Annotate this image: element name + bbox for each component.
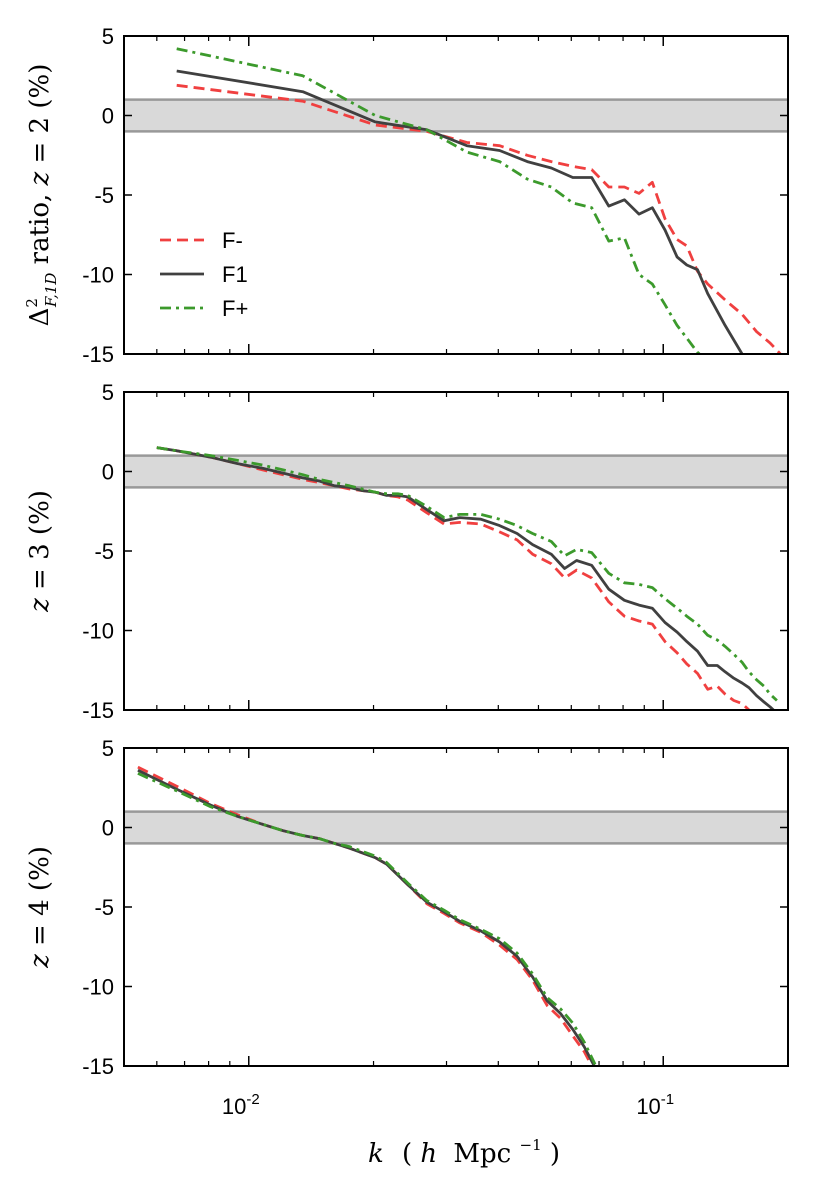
panel-z3: 5 0 -5 -10 -15 z = 3 (%) xyxy=(25,380,789,723)
y-tick-label-z3: -5 xyxy=(94,539,114,564)
x-axis-label-unit: Mpc xyxy=(453,1139,511,1169)
y-axis-label-z4: z = 4 (%) xyxy=(25,846,55,969)
x-axis-label-paren-close: ) xyxy=(550,1139,560,1169)
y-tick-label-z4: 0 xyxy=(102,816,114,841)
y-tick-label-z3: -10 xyxy=(82,619,114,644)
y-axis-label-sup: 2 xyxy=(23,298,41,308)
y-axis-label-z: z xyxy=(25,598,55,613)
x-tick-label-exp: -2 xyxy=(246,1091,259,1108)
y-axis-label-zval: 4 xyxy=(25,899,55,916)
y-axis-label-rest: ratio, xyxy=(25,185,55,272)
y-axis-label-eq: = xyxy=(25,916,55,954)
svg-text:k ( h Mpc: k ( h Mpc −1 ) xyxy=(368,1127,560,1169)
y-tick-label-z2: 0 xyxy=(102,104,114,129)
band-z4 xyxy=(124,811,788,844)
y-tick-label-z3: 5 xyxy=(102,380,114,405)
y-axis-label-z: z xyxy=(25,171,55,186)
x-tick-label-exp: -1 xyxy=(661,1091,674,1108)
legend: F- F1 F+ xyxy=(160,228,248,321)
y-tick-label-z2: -15 xyxy=(82,342,114,367)
y-axis-label-unit: (%) xyxy=(25,490,55,543)
series-line-F+-z4 xyxy=(137,772,597,1066)
y-axis-label-eq: = xyxy=(25,560,55,598)
series-line-F+-z3 xyxy=(156,446,778,702)
y-tick-label-z2: -10 xyxy=(82,263,114,288)
series-line-F--z3 xyxy=(156,446,753,710)
x-axis-label-h: h xyxy=(420,1139,437,1169)
y-axis-label-zval: 3 xyxy=(25,543,55,560)
y-tick-label-z3: -15 xyxy=(82,698,114,723)
y-axis-label-z3: z = 3 (%) xyxy=(25,490,55,613)
x-tick-label-base: 10 xyxy=(636,1094,660,1119)
y-axis-label-z2: Δ2F,1D ratio, z = 2 (%) xyxy=(23,64,60,327)
y-axis-label-unit: (%) xyxy=(25,64,55,117)
legend-label-F-: F- xyxy=(222,228,243,253)
series-group-z2 xyxy=(176,47,783,354)
panel-z4: 5 0 -5 -10 -15 z = 4 (%) xyxy=(25,736,789,1079)
y-tick-label-z4: -10 xyxy=(82,975,114,1000)
y-tick-label-z3: 0 xyxy=(102,460,114,485)
y-axis-label-eq: = xyxy=(25,133,55,171)
series-group-z3 xyxy=(156,446,778,710)
x-axis-label: k ( h Mpc −1 ) xyxy=(368,1127,560,1169)
y-tick-label-z4: 5 xyxy=(102,736,114,761)
band-z2 xyxy=(124,99,788,132)
y-tick-label-z4: -5 xyxy=(94,895,114,920)
y-tick-label-z4: -15 xyxy=(82,1054,114,1079)
series-line-F1-z2 xyxy=(176,69,744,354)
x-tick-label: 10-2 xyxy=(222,1091,260,1119)
axes-frame-z4 xyxy=(123,747,789,1067)
x-axis-label-k: k xyxy=(368,1139,384,1169)
axes-frame-z3 xyxy=(123,391,789,711)
legend-label-F1: F1 xyxy=(222,262,248,287)
x-tick-label-base: 10 xyxy=(222,1094,246,1119)
series-group-z4 xyxy=(137,765,597,1066)
series-line-F--z2 xyxy=(176,83,783,354)
legend-label-F+: F+ xyxy=(222,296,248,321)
y-axis-label-z: z xyxy=(25,954,55,969)
x-axis-label-exponent: −1 xyxy=(520,1136,542,1154)
y-tick-label-z2: 5 xyxy=(102,24,114,49)
x-tick-label: 10-1 xyxy=(636,1091,674,1119)
y-axis-label-sub: F,1D xyxy=(42,273,60,308)
series-line-F1-z3 xyxy=(156,446,776,710)
y-axis-label-zval: 2 xyxy=(25,117,55,134)
y-axis-label-unit: (%) xyxy=(25,846,55,899)
y-tick-label-z2: -5 xyxy=(94,183,114,208)
series-line-F+-z2 xyxy=(176,47,702,354)
x-axis-label-paren-open: ( xyxy=(402,1139,412,1169)
y-axis-label-delta: Δ xyxy=(25,308,55,327)
